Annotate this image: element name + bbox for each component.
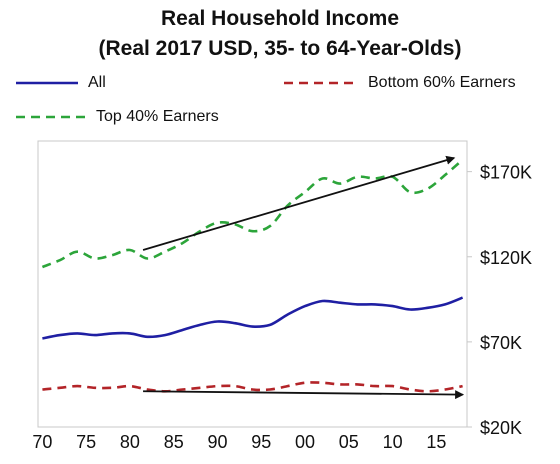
x-tick-label: 05 <box>339 432 359 452</box>
chart-title: Real Household Income <box>160 7 400 30</box>
y-tick-label: $170K <box>480 163 532 183</box>
legend-swatch-all <box>16 81 78 85</box>
trend-arrow <box>143 390 465 400</box>
trend-arrow <box>142 155 456 251</box>
x-tick-label: 75 <box>76 432 96 452</box>
x-tick-label: 85 <box>164 432 184 452</box>
y-tick-label: $70K <box>480 333 522 353</box>
x-tick-label: 10 <box>383 432 403 452</box>
series-line-all <box>42 296 464 340</box>
legend-label-bottom-60: Bottom 60% Earners <box>368 74 516 91</box>
legend-swatch-top-40 <box>16 115 86 119</box>
x-tick-label: 95 <box>251 432 271 452</box>
legend-label-top-40: Top 40% Earners <box>96 108 219 125</box>
x-tick-label: 80 <box>120 432 140 452</box>
legend-item-bottom-60: Bottom 60% Earners <box>282 74 516 92</box>
y-tick-label: $20K <box>480 418 522 438</box>
x-tick-label: 90 <box>207 432 227 452</box>
legend-item-top-40: Top 40% Earners <box>14 108 219 126</box>
plot-frame <box>37 140 468 428</box>
y-tick-label: $120K <box>480 248 532 268</box>
series-line-top-40 <box>41 158 464 269</box>
legend-swatch-bottom-60 <box>284 81 358 85</box>
chart-subtitle: (Real 2017 USD, 35- to 64-Year-Olds) <box>98 37 462 60</box>
x-tick-label: 70 <box>32 432 52 452</box>
series-line-bottom-60 <box>42 381 463 393</box>
legend-label-all: All <box>88 74 106 91</box>
legend-item-all: All <box>14 74 106 92</box>
x-tick-label: 15 <box>426 432 446 452</box>
x-tick-label: 00 <box>295 432 315 452</box>
